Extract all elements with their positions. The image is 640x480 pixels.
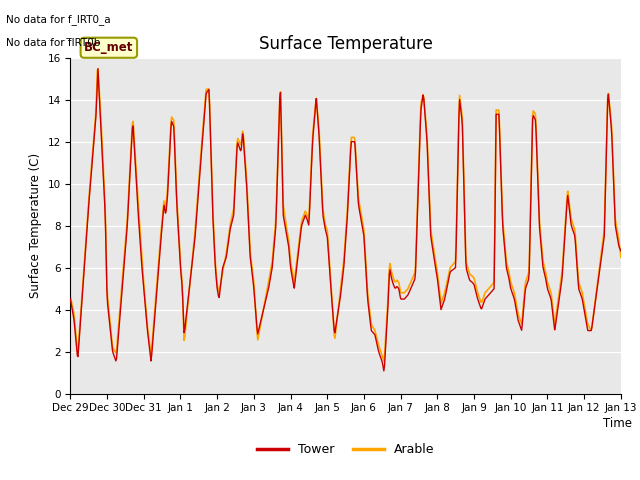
Text: No data for f_IRT0_a: No data for f_IRT0_a: [6, 14, 111, 25]
Text: No data for f̅IRT0̅b: No data for f̅IRT0̅b: [6, 38, 100, 48]
Legend: Tower, Arable: Tower, Arable: [252, 438, 440, 461]
Y-axis label: Surface Temperature (C): Surface Temperature (C): [29, 153, 42, 298]
Text: BC_met: BC_met: [84, 41, 134, 54]
Title: Surface Temperature: Surface Temperature: [259, 35, 433, 53]
X-axis label: Time: Time: [603, 417, 632, 430]
